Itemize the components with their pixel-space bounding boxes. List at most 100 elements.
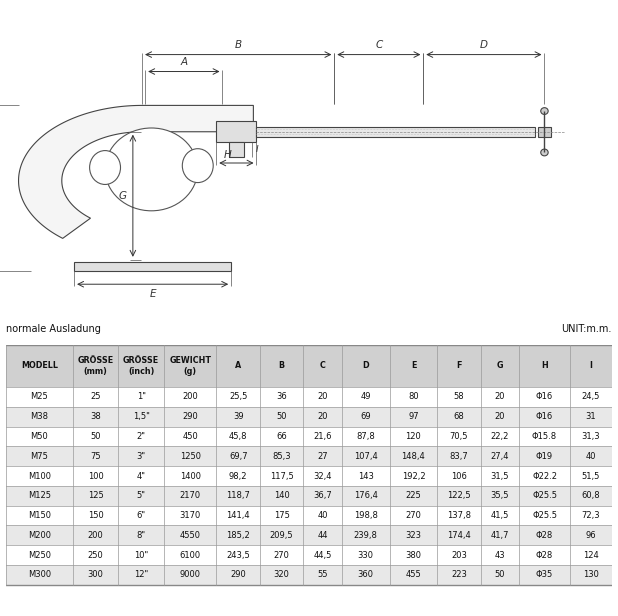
Text: 270: 270 — [274, 551, 290, 560]
Text: Φ15.8: Φ15.8 — [532, 432, 557, 441]
Text: 223: 223 — [451, 570, 467, 580]
Bar — [6, 387, 612, 407]
Text: 69: 69 — [360, 412, 371, 421]
Bar — [6, 407, 612, 426]
Text: 209,5: 209,5 — [270, 531, 294, 540]
Text: 9000: 9000 — [180, 570, 201, 580]
Text: M25: M25 — [31, 392, 48, 402]
Text: 1250: 1250 — [180, 452, 201, 461]
Text: 68: 68 — [454, 412, 464, 421]
Text: 31,5: 31,5 — [491, 471, 509, 480]
Text: 174,4: 174,4 — [447, 531, 471, 540]
Text: 44: 44 — [318, 531, 328, 540]
Text: F: F — [456, 362, 462, 370]
Text: Φ22.2: Φ22.2 — [532, 471, 557, 480]
Text: Φ35: Φ35 — [536, 570, 553, 580]
Ellipse shape — [182, 148, 213, 182]
Text: 118,7: 118,7 — [226, 492, 250, 500]
Text: 49: 49 — [360, 392, 371, 402]
Text: 50: 50 — [276, 412, 287, 421]
Bar — [256, 127, 535, 137]
Text: 3": 3" — [137, 452, 146, 461]
Text: 27,4: 27,4 — [491, 452, 509, 461]
Bar — [6, 545, 612, 565]
Text: Φ25.5: Φ25.5 — [532, 492, 557, 500]
Text: 32,4: 32,4 — [313, 471, 332, 480]
Text: 150: 150 — [88, 511, 103, 520]
Text: C: C — [320, 362, 326, 370]
Text: 200: 200 — [182, 392, 198, 402]
Bar — [74, 262, 231, 271]
Text: M50: M50 — [31, 432, 48, 441]
Text: G: G — [119, 191, 127, 201]
Text: 36: 36 — [276, 392, 287, 402]
Text: 239,8: 239,8 — [354, 531, 378, 540]
Text: 20: 20 — [495, 392, 506, 402]
Text: 100: 100 — [88, 471, 103, 480]
Text: D: D — [480, 39, 488, 50]
Text: I: I — [256, 145, 259, 155]
Text: 380: 380 — [405, 551, 421, 560]
Text: 175: 175 — [274, 511, 290, 520]
Text: 85,3: 85,3 — [273, 452, 291, 461]
Text: 36,7: 36,7 — [313, 492, 332, 500]
Text: 35,5: 35,5 — [491, 492, 509, 500]
Text: 107,4: 107,4 — [354, 452, 378, 461]
Text: 250: 250 — [88, 551, 103, 560]
Text: Φ28: Φ28 — [536, 531, 553, 540]
Text: 20: 20 — [318, 392, 328, 402]
Text: 25,5: 25,5 — [229, 392, 247, 402]
Text: 24,5: 24,5 — [582, 392, 600, 402]
Text: 300: 300 — [88, 570, 103, 580]
Text: 290: 290 — [182, 412, 198, 421]
Text: Φ19: Φ19 — [536, 452, 553, 461]
Ellipse shape — [105, 128, 198, 211]
Text: 455: 455 — [405, 570, 421, 580]
Bar — [6, 506, 612, 525]
Text: GRÖSSE
(mm): GRÖSSE (mm) — [77, 356, 114, 376]
Text: 148,4: 148,4 — [402, 452, 425, 461]
Text: M38: M38 — [30, 412, 48, 421]
Text: 270: 270 — [405, 511, 421, 520]
Text: H: H — [541, 362, 548, 370]
Text: 330: 330 — [358, 551, 374, 560]
Bar — [6, 345, 612, 387]
Bar — [6, 565, 612, 585]
Ellipse shape — [541, 108, 548, 115]
Text: 45,8: 45,8 — [229, 432, 247, 441]
Bar — [229, 142, 244, 157]
Text: 200: 200 — [88, 531, 103, 540]
Text: M200: M200 — [28, 531, 51, 540]
Text: 31,3: 31,3 — [582, 432, 600, 441]
Text: D: D — [363, 362, 369, 370]
Text: 1,5": 1,5" — [133, 412, 150, 421]
Text: M150: M150 — [28, 511, 51, 520]
Text: 58: 58 — [454, 392, 464, 402]
Text: 6100: 6100 — [180, 551, 201, 560]
Text: 2": 2" — [137, 432, 146, 441]
Text: 143: 143 — [358, 471, 374, 480]
Text: 10": 10" — [134, 551, 148, 560]
Text: M125: M125 — [28, 492, 51, 500]
Text: 66: 66 — [276, 432, 287, 441]
Text: 4550: 4550 — [180, 531, 201, 540]
Text: 124: 124 — [583, 551, 599, 560]
Text: 185,2: 185,2 — [226, 531, 250, 540]
Bar — [6, 466, 612, 486]
Text: normale Ausladung: normale Ausladung — [6, 324, 101, 334]
Text: 44,5: 44,5 — [313, 551, 332, 560]
Text: M75: M75 — [30, 452, 48, 461]
Text: 3170: 3170 — [180, 511, 201, 520]
Bar — [6, 447, 612, 466]
Text: 98,2: 98,2 — [229, 471, 247, 480]
Text: 125: 125 — [88, 492, 103, 500]
Text: 55: 55 — [318, 570, 328, 580]
Text: 41,7: 41,7 — [491, 531, 509, 540]
Text: 38: 38 — [90, 412, 101, 421]
Bar — [6, 486, 612, 506]
Text: 70,5: 70,5 — [450, 432, 468, 441]
Text: 130: 130 — [583, 570, 599, 580]
Text: G: G — [497, 362, 503, 370]
Text: 97: 97 — [408, 412, 419, 421]
Text: GRÖSSE
(inch): GRÖSSE (inch) — [123, 356, 159, 376]
